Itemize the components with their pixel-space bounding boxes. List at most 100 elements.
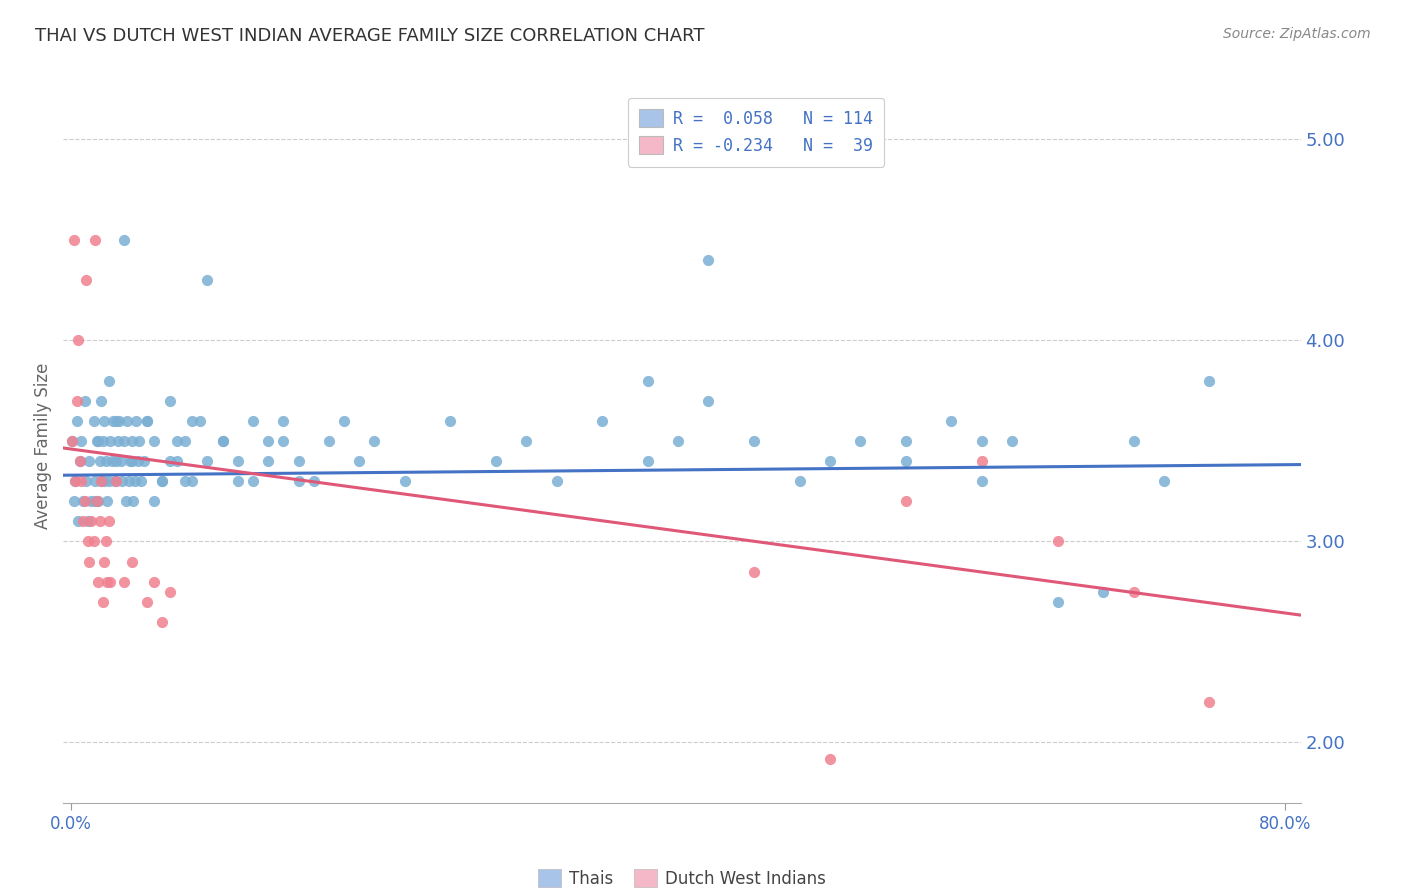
Point — [287, 474, 309, 488]
Point — [697, 253, 720, 268]
Point — [135, 414, 157, 428]
Point — [129, 474, 152, 488]
Point — [135, 595, 157, 609]
Point — [181, 414, 204, 428]
Point — [122, 494, 145, 508]
Point — [67, 334, 90, 348]
Point — [60, 434, 83, 448]
Point — [69, 454, 91, 468]
Point — [818, 751, 841, 765]
Point — [970, 454, 993, 468]
Point — [121, 434, 143, 448]
Text: THAI VS DUTCH WEST INDIAN AVERAGE FAMILY SIZE CORRELATION CHART: THAI VS DUTCH WEST INDIAN AVERAGE FAMILY… — [35, 27, 704, 45]
Point — [1198, 695, 1220, 709]
Point — [1198, 374, 1220, 388]
Point — [181, 474, 204, 488]
Point — [77, 555, 100, 569]
Point — [93, 555, 115, 569]
Point — [90, 474, 112, 488]
Point — [111, 474, 134, 488]
Point — [143, 434, 166, 448]
Point — [91, 595, 114, 609]
Point — [83, 534, 105, 549]
Point — [159, 393, 181, 408]
Point — [591, 414, 613, 428]
Point — [73, 393, 96, 408]
Point — [211, 434, 233, 448]
Point — [150, 474, 173, 488]
Point — [166, 454, 188, 468]
Point — [93, 414, 115, 428]
Point — [98, 574, 121, 589]
Point — [242, 474, 264, 488]
Point — [72, 494, 94, 508]
Point — [1122, 434, 1144, 448]
Point — [84, 233, 107, 247]
Point — [112, 574, 135, 589]
Point — [166, 434, 188, 448]
Point — [128, 434, 150, 448]
Point — [66, 414, 89, 428]
Point — [77, 454, 100, 468]
Point — [150, 615, 173, 629]
Point — [894, 454, 917, 468]
Point — [114, 494, 136, 508]
Point — [143, 494, 166, 508]
Point — [515, 434, 537, 448]
Point — [124, 474, 146, 488]
Legend: Thais, Dutch West Indians: Thais, Dutch West Indians — [529, 861, 835, 892]
Point — [273, 434, 295, 448]
Point — [105, 474, 128, 488]
Point — [546, 474, 568, 488]
Point — [742, 434, 765, 448]
Point — [112, 233, 135, 247]
Point — [1153, 474, 1175, 488]
Point — [849, 434, 872, 448]
Y-axis label: Average Family Size: Average Family Size — [34, 363, 52, 529]
Point — [257, 454, 280, 468]
Point — [108, 414, 131, 428]
Point — [87, 434, 110, 448]
Point — [97, 515, 120, 529]
Point — [90, 393, 112, 408]
Point — [637, 374, 659, 388]
Point — [941, 414, 963, 428]
Point — [894, 434, 917, 448]
Point — [90, 474, 112, 488]
Point — [105, 414, 128, 428]
Point — [87, 574, 110, 589]
Point — [132, 454, 155, 468]
Point — [66, 393, 89, 408]
Point — [150, 474, 173, 488]
Point — [75, 474, 97, 488]
Point — [637, 454, 659, 468]
Point — [70, 474, 93, 488]
Point — [112, 434, 135, 448]
Point — [79, 515, 101, 529]
Point — [197, 454, 219, 468]
Point — [96, 494, 118, 508]
Point — [98, 434, 121, 448]
Point — [75, 273, 97, 287]
Point — [79, 494, 101, 508]
Point — [86, 494, 108, 508]
Point — [93, 474, 115, 488]
Point — [84, 494, 107, 508]
Point — [101, 454, 124, 468]
Point — [63, 233, 86, 247]
Point — [110, 454, 132, 468]
Point — [89, 454, 111, 468]
Point — [333, 414, 356, 428]
Point — [96, 574, 118, 589]
Point — [742, 565, 765, 579]
Point — [1046, 534, 1069, 549]
Point — [117, 474, 139, 488]
Point — [257, 434, 280, 448]
Point — [73, 494, 96, 508]
Point — [318, 434, 340, 448]
Point — [67, 515, 90, 529]
Point — [363, 434, 385, 448]
Point — [1092, 584, 1115, 599]
Point — [287, 454, 309, 468]
Point — [970, 474, 993, 488]
